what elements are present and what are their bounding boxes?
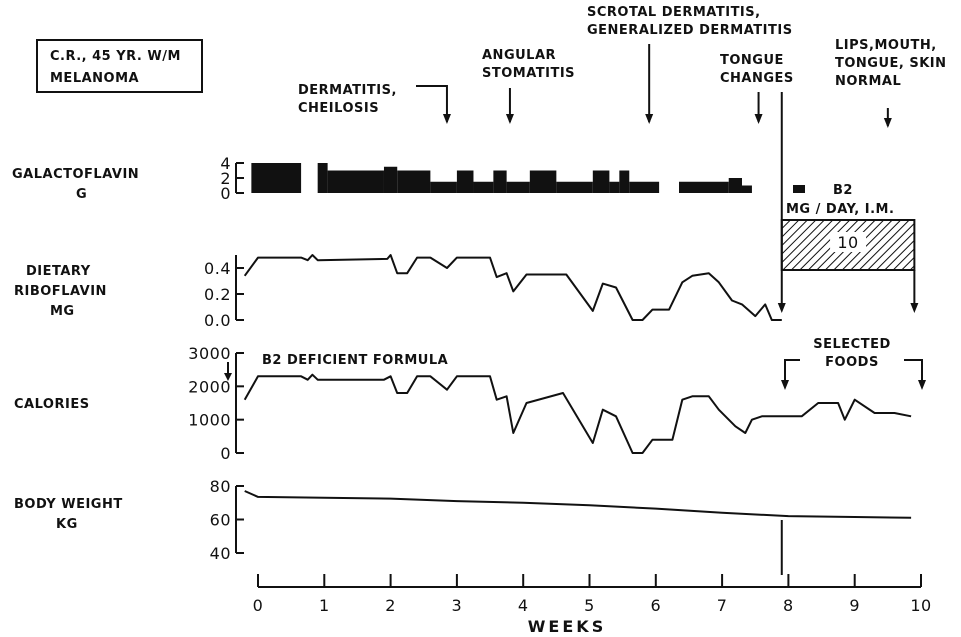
b2-deficient-formula-label: B2 DEFICIENT FORMULA [262,353,448,368]
event-4-line-1: TONGUE, SKIN [835,56,947,71]
galactoflavin-tick-label-2: 0 [220,184,231,203]
galactoflavin-bar-17 [728,178,742,193]
event-1-arrow-head [505,114,514,124]
x-tick-label-5: 5 [584,596,595,615]
galactoflavin-bar-2 [327,170,384,193]
galactoflavin-label: GALACTOFLAVIN [12,167,139,182]
weight-tick-label-2: 40 [210,544,231,563]
patient-line-1: C.R., 45 YR. W/M [50,49,181,64]
x-tick-label-7: 7 [717,596,728,615]
b2-label: B2 [833,183,853,198]
b2-injection-panel: B2 MG / DAY, I.M. 10 [780,183,916,271]
galactoflavin-bar-10 [529,170,557,193]
b2-unit-label: MG / DAY, I.M. [786,202,894,217]
calories-tick-label-3: 0 [220,444,231,463]
galactoflavin-unit-label: G [76,187,87,202]
event-1-line-0: ANGULAR [482,48,556,63]
galactoflavin-bar-13 [609,181,620,193]
treatment-start-line [777,92,919,575]
galactoflavin-bar-9 [506,181,530,193]
patient-info-box: C.R., 45 YR. W/M MELANOMA [36,39,203,93]
galactoflavin-bar-15 [629,181,660,193]
riboflavin-tick-label-2: 0.0 [204,311,231,330]
b2-value-bg [830,232,867,252]
selected-foods-line-2: FOODS [825,355,879,370]
x-tick-label-6: 6 [650,596,661,615]
riboflavin-unit-label: MG [50,304,75,319]
galactoflavin-bar-14 [619,170,630,193]
galactoflavin-bar-12 [592,170,610,193]
riboflavin-label-1: DIETARY [26,264,91,279]
galactoflavin-bar-4 [397,170,431,193]
event-2-line-0: SCROTAL DERMATITIS, [587,5,761,20]
calories-start-arrow [224,362,232,381]
event-2-line-1: GENERALIZED DERMATITIS [587,23,793,38]
weight-unit-label: KG [56,517,78,532]
event-0-arrow-head [442,114,451,124]
x-axis: 0 1 2 3 4 5 6 7 8 9 10 [253,574,931,615]
selected-foods-bracket: SELECTED FOODS [781,337,926,390]
galactoflavin-bar-16 [679,181,729,193]
x-tick-label-0: 0 [253,596,264,615]
weight-series-line [244,490,912,519]
galactoflavin-bar-3 [383,166,398,193]
x-axis-label: WEEKS [528,617,606,636]
calories-tick-label-2: 1000 [188,411,231,430]
x-tick-label-8: 8 [783,596,794,615]
galactoflavin-bar-7 [473,181,494,193]
event-0-line-1: CHEILOSIS [298,101,379,116]
clinical-events: DERMATITIS, CHEILOSIS ANGULAR STOMATITIS SCR… [298,5,947,128]
galactoflavin-tick-label-0: 4 [220,154,231,173]
calories-series-line [243,373,912,454]
x-tick-label-2: 2 [385,596,396,615]
x-tick-label-1: 1 [319,596,330,615]
galactoflavin-bar-6 [456,170,474,193]
galactoflavin-bar-0 [251,163,302,193]
x-tick-label-3: 3 [452,596,463,615]
selected-foods-line-1: SELECTED [813,337,891,352]
event-0-line-0: DERMATITIS, [298,83,397,98]
treatment-line-arrow [777,303,786,313]
b2-end-arrow [910,303,919,313]
galactoflavin-tick-label-1: 2 [220,169,231,188]
event-3-arrow-head [754,114,763,124]
event-4-line-2: NORMAL [835,74,901,89]
weight-label: BODY WEIGHT [14,497,123,512]
riboflavin-label-2: RIBOFLAVIN [14,284,107,299]
event-3-line-1: CHANGES [720,71,794,86]
riboflavin-tick-label-0: 0.4 [204,259,231,278]
galactoflavin-bar-8 [493,170,507,193]
event-0-arrow-shaft [416,85,448,122]
b2-legend-swatch [793,185,805,193]
galactoflavin-bars [251,163,752,193]
x-tick-label-4: 4 [518,596,529,615]
event-1-line-1: STOMATITIS [482,66,575,81]
weight-tick-label-0: 80 [210,477,231,496]
weight-tick-label-1: 60 [210,511,231,530]
galactoflavin-bar-1 [317,163,328,193]
x-tick-label-9: 9 [849,596,860,615]
calories-tick-label-1: 2000 [188,377,231,396]
panel-labels: GALACTOFLAVIN G DIETARY RIBOFLAVIN MG CA… [12,167,139,532]
riboflavin-tick-label-1: 0.2 [204,285,231,304]
event-4-arrow-head [883,118,892,128]
event-4-line-0: LIPS,MOUTH, [835,38,937,53]
x-tick-label-10: 10 [910,596,931,615]
calories-label: CALORIES [14,397,90,412]
galactoflavin-bar-5 [430,181,457,193]
galactoflavin-bar-18 [741,185,752,193]
b2-dose-value: 10 [837,233,858,252]
galactoflavin-bar-11 [556,181,593,193]
patient-line-2: MELANOMA [50,71,139,86]
calories-tick-label-0: 3000 [188,344,231,363]
event-3-line-0: TONGUE [720,53,784,68]
riboflavin-series-line [243,254,782,321]
event-2-arrow-head [645,114,654,124]
